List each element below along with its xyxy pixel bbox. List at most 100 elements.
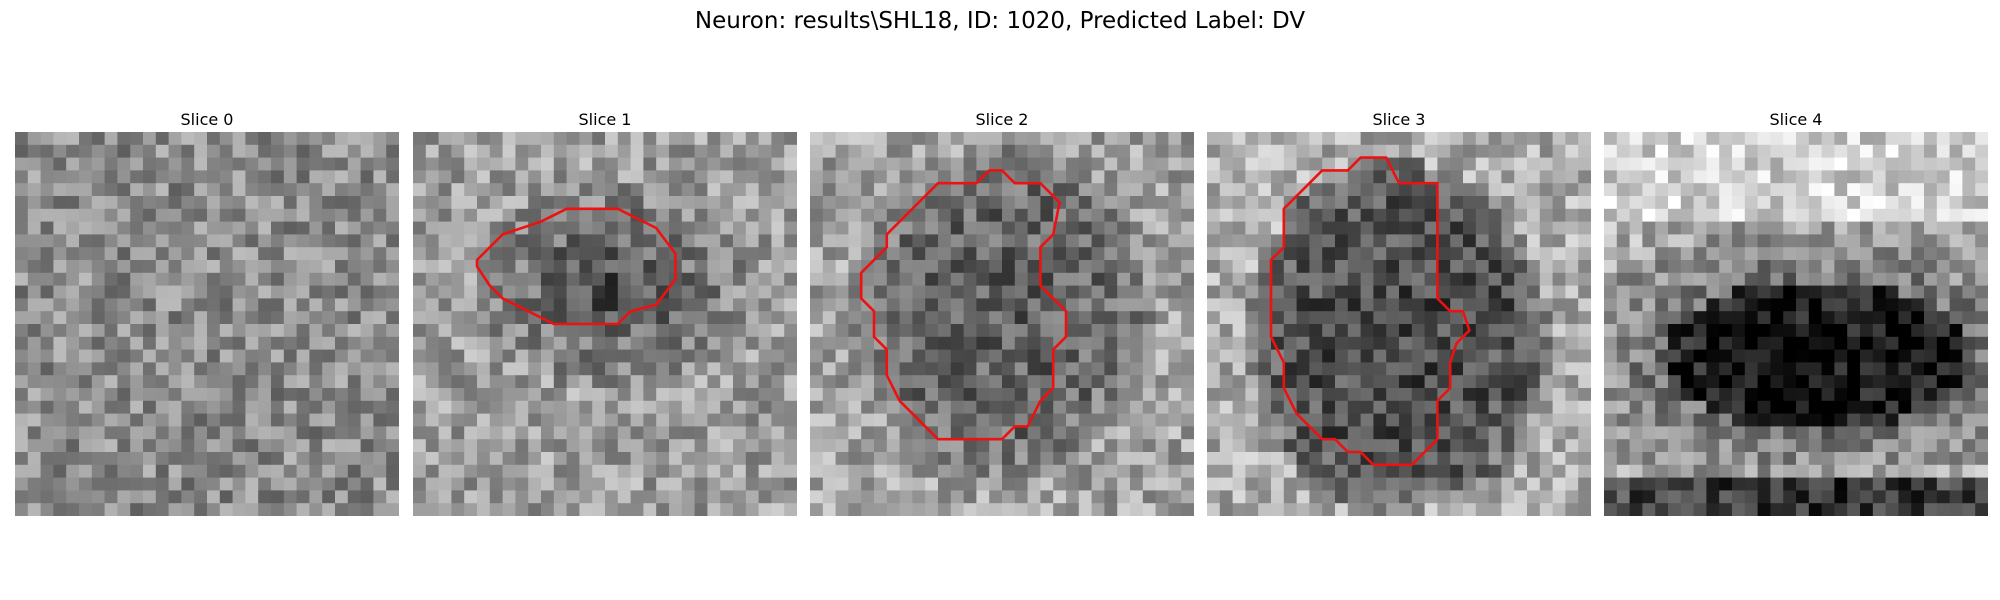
pixel bbox=[1258, 170, 1272, 184]
pixel bbox=[1437, 221, 1451, 235]
pixel bbox=[810, 311, 824, 325]
pixel bbox=[822, 362, 836, 376]
pixel bbox=[1245, 221, 1259, 235]
pixel bbox=[1475, 298, 1489, 312]
pixel bbox=[1501, 375, 1515, 389]
pixel bbox=[707, 477, 721, 491]
pixel bbox=[1360, 426, 1374, 440]
pixel bbox=[1693, 208, 1707, 222]
pixel bbox=[1027, 324, 1041, 338]
pixel bbox=[451, 439, 465, 453]
pixel bbox=[1821, 196, 1835, 210]
pixel bbox=[373, 362, 387, 376]
pixel bbox=[669, 183, 683, 197]
pixel bbox=[1258, 208, 1272, 222]
pixel bbox=[322, 349, 336, 363]
pixel bbox=[1962, 234, 1976, 248]
pixel bbox=[771, 439, 785, 453]
pixel bbox=[181, 439, 195, 453]
pixel bbox=[643, 324, 657, 338]
pixel bbox=[1309, 157, 1323, 171]
pixel bbox=[1527, 208, 1541, 222]
pixel bbox=[1296, 234, 1310, 248]
pixel bbox=[1847, 349, 1861, 363]
pixel bbox=[579, 426, 593, 440]
pixel bbox=[1898, 375, 1912, 389]
pixel bbox=[1539, 362, 1553, 376]
pixel bbox=[1335, 464, 1349, 478]
pixel bbox=[1373, 298, 1387, 312]
pixel bbox=[66, 221, 80, 235]
pixel bbox=[1322, 260, 1336, 274]
pixel bbox=[181, 132, 195, 146]
pixel bbox=[886, 464, 900, 478]
pixel bbox=[1834, 170, 1848, 184]
pixel bbox=[1322, 439, 1336, 453]
pixel bbox=[605, 400, 619, 414]
pixel bbox=[1450, 311, 1464, 325]
pixel bbox=[1514, 298, 1528, 312]
pixel bbox=[1142, 375, 1156, 389]
pixel bbox=[130, 260, 144, 274]
pixel bbox=[1091, 208, 1105, 222]
pixel bbox=[861, 426, 875, 440]
pixel bbox=[232, 132, 246, 146]
pixel bbox=[1335, 196, 1349, 210]
pixel bbox=[1604, 477, 1618, 491]
pixel bbox=[758, 426, 772, 440]
pixel bbox=[1860, 144, 1874, 158]
pixel bbox=[207, 490, 221, 504]
pixel bbox=[477, 311, 491, 325]
pixel bbox=[283, 196, 297, 210]
pixel bbox=[1488, 221, 1502, 235]
pixel bbox=[1091, 183, 1105, 197]
pixel bbox=[155, 490, 169, 504]
pixel bbox=[258, 234, 272, 248]
pixel bbox=[1386, 132, 1400, 146]
pixel bbox=[938, 221, 952, 235]
pixel bbox=[1860, 349, 1874, 363]
pixel bbox=[464, 170, 478, 184]
pixel bbox=[1975, 452, 1988, 466]
pixel bbox=[27, 324, 41, 338]
pixel bbox=[822, 477, 836, 491]
pixel bbox=[489, 157, 503, 171]
pixel bbox=[1668, 208, 1682, 222]
pixel bbox=[605, 464, 619, 478]
pixel bbox=[296, 157, 310, 171]
pixel bbox=[477, 324, 491, 338]
pixel bbox=[451, 260, 465, 274]
pixel bbox=[617, 452, 631, 466]
pixel bbox=[386, 196, 399, 210]
pixel bbox=[1706, 349, 1720, 363]
pixel bbox=[1104, 349, 1118, 363]
pixel bbox=[438, 272, 452, 286]
pixel bbox=[1335, 247, 1349, 261]
pixel bbox=[1091, 400, 1105, 414]
pixel bbox=[53, 260, 67, 274]
pixel bbox=[347, 144, 361, 158]
pixel bbox=[1219, 349, 1233, 363]
pixel bbox=[1565, 477, 1579, 491]
pixel bbox=[1027, 503, 1041, 516]
pixel bbox=[283, 298, 297, 312]
pixel bbox=[27, 298, 41, 312]
pixel bbox=[1770, 311, 1784, 325]
pixel bbox=[258, 464, 272, 478]
pixel bbox=[989, 490, 1003, 504]
pixel bbox=[1207, 426, 1221, 440]
pixel bbox=[1399, 285, 1413, 299]
pixel bbox=[335, 311, 349, 325]
pixel bbox=[848, 477, 862, 491]
pixel bbox=[66, 208, 80, 222]
pixel bbox=[1437, 196, 1451, 210]
pixel bbox=[232, 503, 246, 516]
pixel bbox=[1936, 208, 1950, 222]
pixel bbox=[258, 144, 272, 158]
pixel bbox=[1399, 311, 1413, 325]
pixel bbox=[464, 439, 478, 453]
pixel bbox=[720, 260, 734, 274]
pixel bbox=[1360, 221, 1374, 235]
pixel bbox=[1616, 144, 1630, 158]
pixel bbox=[168, 362, 182, 376]
